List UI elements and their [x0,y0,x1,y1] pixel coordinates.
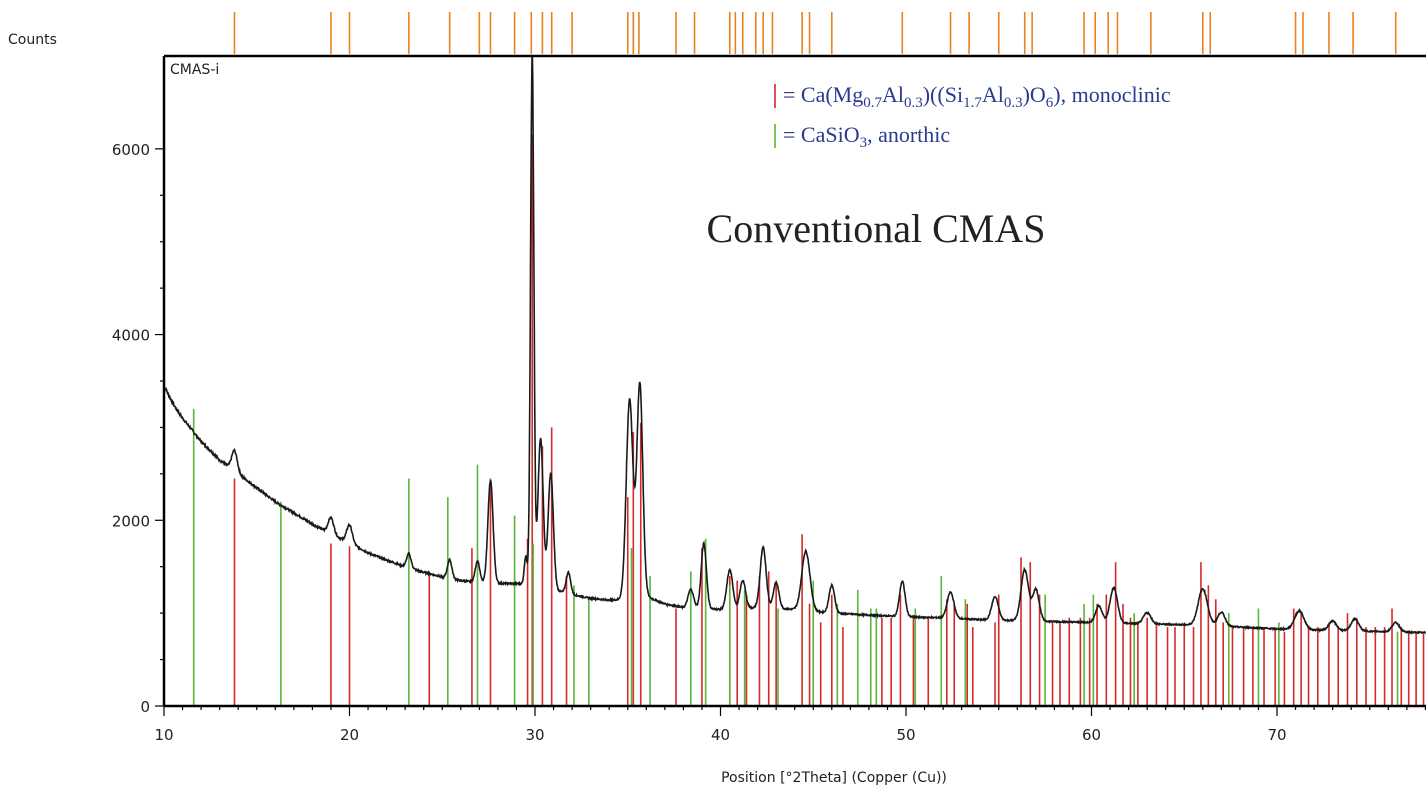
x-tick-label: 40 [711,726,730,744]
x-axis-label: Position [°2Theta] (Copper (Cu)) [721,770,947,786]
x-tick-label: 10 [154,726,173,744]
x-axis-ticks: 10 20 30 40 50 60 70 [154,706,1426,744]
y-tick-label: 4000 [112,327,150,345]
legend-text-part: = CaSiO [783,122,860,147]
legend-text-part: )((Si [923,82,963,107]
diffraction-pattern-line [163,56,1426,635]
y-tick-label: 0 [140,698,150,716]
legend-entry-text: = CaSiO3, anorthic [783,122,950,151]
legend-entry-text: = Ca(Mg0.7Al0.3)((Si1.7Al0.3)O6), monocl… [783,82,1171,111]
top-reference-markers [233,12,1397,54]
y-tick-label: 2000 [112,512,150,530]
legend-subscript: 1.7 [963,95,982,111]
legend-text-part: = Ca(Mg [783,82,863,107]
sample-label: CMAS-i [170,62,219,78]
legend-text-part: , anorthic [867,122,950,147]
legend-subscript: 0.7 [863,95,882,111]
legend-subscript: 0.3 [1004,95,1023,111]
legend-subscript: 3 [860,135,868,151]
phase-legend: = Ca(Mg0.7Al0.3)((Si1.7Al0.3)O6), monocl… [774,82,1171,151]
x-tick-label: 50 [896,726,915,744]
legend-text-part: )O [1023,82,1046,107]
y-tick-label: 6000 [112,141,150,159]
x-tick-label: 70 [1267,726,1286,744]
x-tick-label: 30 [525,726,544,744]
legend-text-part: Al [882,82,904,107]
legend-text-part: Al [982,82,1004,107]
x-tick-label: 60 [1082,726,1101,744]
y-axis-ticks: 0 2000 4000 6000 [112,141,164,716]
y-axis-label: Counts [8,32,57,48]
x-tick-label: 20 [340,726,359,744]
annotation-title: Conventional CMAS [707,206,1046,251]
legend-subscript: 6 [1046,95,1054,111]
legend-text-part: ), monoclinic [1053,82,1171,107]
legend-subscript: 0.3 [904,95,923,111]
